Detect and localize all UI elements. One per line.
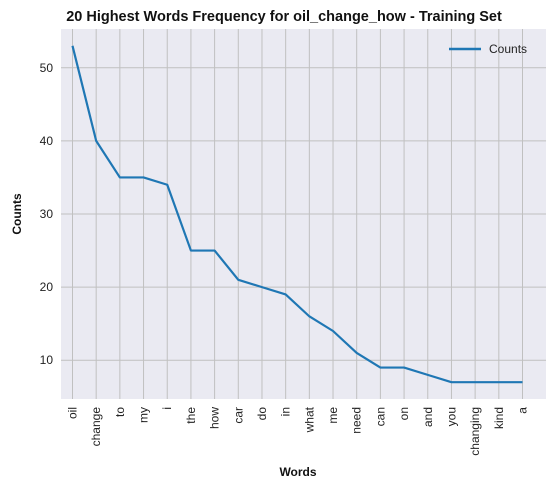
x-tick-label: kind [492, 407, 506, 429]
x-tick-label: my [137, 407, 151, 423]
x-tick-label: changing [468, 407, 482, 456]
y-axis-label: Counts [10, 193, 24, 235]
x-tick-label: what [302, 406, 316, 433]
x-tick-label: how [208, 407, 222, 429]
y-tick-label: 50 [40, 61, 54, 75]
x-tick-label: the [184, 407, 198, 424]
legend: Counts [449, 42, 527, 56]
y-axis-ticks: 10 20 30 40 50 [40, 61, 54, 367]
chart-title: 20 Highest Words Frequency for oil_chang… [66, 9, 502, 25]
x-tick-label: can [373, 407, 387, 426]
x-axis-ticks: oil change to my i the how car do in what me need can… [66, 406, 530, 455]
x-tick-label: a [516, 407, 530, 414]
grid [61, 29, 546, 399]
series-points [72, 45, 523, 383]
x-tick-label: on [397, 407, 411, 420]
series-line-counts [71, 45, 523, 384]
y-tick-label: 10 [40, 353, 54, 367]
x-tick-label: i [160, 407, 174, 410]
y-tick-label: 30 [40, 207, 54, 221]
x-tick-label: do [255, 407, 269, 421]
legend-label-counts: Counts [489, 42, 527, 56]
x-tick-label: change [89, 407, 103, 447]
y-tick-label: 20 [40, 280, 54, 294]
x-tick-label: car [231, 407, 245, 424]
x-axis-label: Words [279, 465, 316, 479]
x-tick-label: need [350, 407, 364, 434]
x-tick-label: me [326, 407, 340, 424]
y-tick-label: 40 [40, 134, 54, 148]
x-tick-label: in [279, 407, 293, 416]
x-tick-label: oil [66, 407, 80, 419]
x-tick-label: you [444, 407, 458, 426]
x-tick-label: and [421, 407, 435, 427]
x-tick-label: to [113, 407, 127, 417]
